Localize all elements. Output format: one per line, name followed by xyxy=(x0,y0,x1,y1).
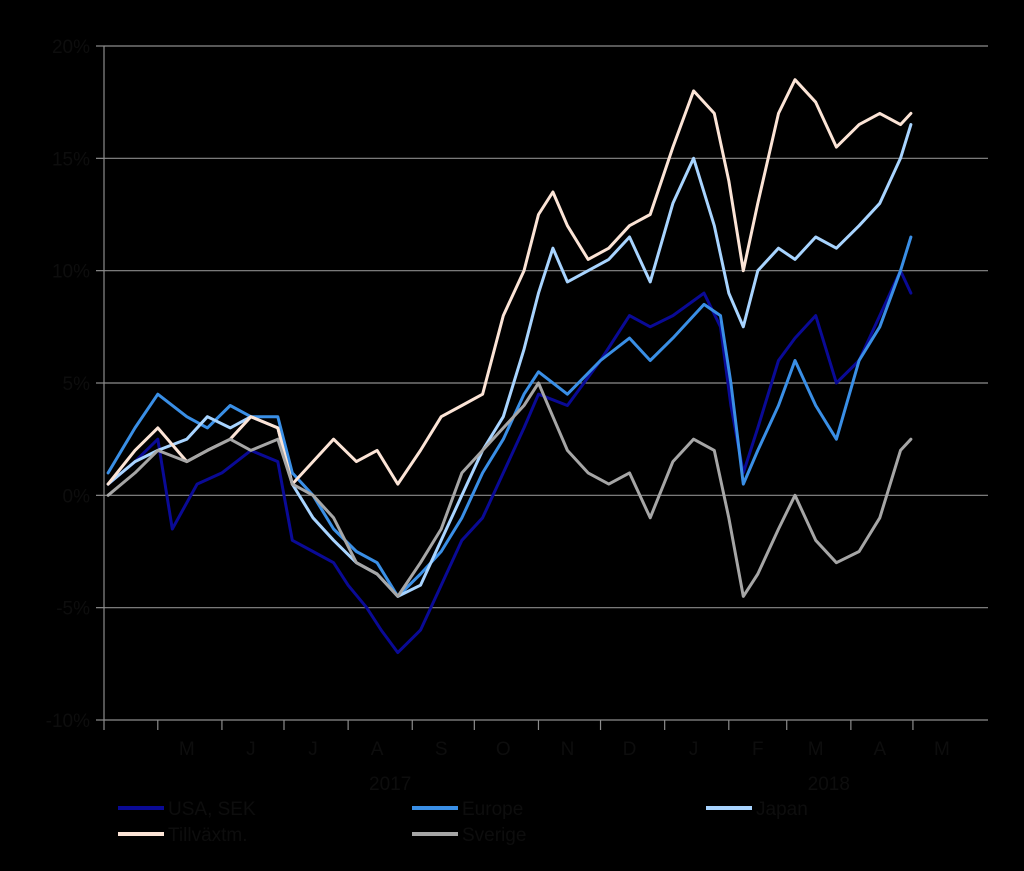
x-tick-label: A xyxy=(371,739,384,760)
y-tick-label: 5% xyxy=(63,374,91,395)
x-tick-label: F xyxy=(752,739,764,760)
y-tick-label: 0% xyxy=(63,486,91,507)
series-line-3 xyxy=(106,78,913,486)
x-tick-label: M xyxy=(179,739,195,760)
x-tick-label: D xyxy=(623,739,637,760)
series-line-4 xyxy=(106,381,913,598)
axis-layer: 20% 15% 10% 5% 0% -5% -10% M J J A S O N D J F M A M 2017 201… xyxy=(46,37,988,795)
y-tick-label: 20% xyxy=(52,37,90,58)
legend-label: Tillväxtm. xyxy=(168,825,248,846)
x-tick-label: J xyxy=(308,739,318,760)
series-line-1 xyxy=(106,235,913,598)
x-tick-label: J xyxy=(246,739,256,760)
legend-label: USA, SEK xyxy=(168,799,256,820)
legend-label: Europe xyxy=(462,799,523,820)
series-layer xyxy=(106,78,913,655)
y-tick-label: 10% xyxy=(52,262,90,283)
legend: USA, SEK Europe Japan Tillväxtm. Sverige xyxy=(118,799,808,846)
x-tick-label: M xyxy=(808,739,824,760)
legend-label: Sverige xyxy=(462,825,526,846)
x-year-label: 2017 xyxy=(369,774,411,795)
y-tick-label: -5% xyxy=(56,599,90,620)
x-tick-label: M xyxy=(934,739,950,760)
x-tick-label: J xyxy=(689,739,699,760)
x-tick-label: N xyxy=(561,739,575,760)
x-tick-label: O xyxy=(496,739,511,760)
x-tick-label: S xyxy=(435,739,448,760)
legend-label: Japan xyxy=(756,799,808,820)
x-year-label: 2018 xyxy=(808,774,850,795)
series-line-2 xyxy=(106,123,913,598)
series-line-0 xyxy=(106,269,913,655)
y-tick-label: -10% xyxy=(46,711,90,732)
y-tick-label: 15% xyxy=(52,149,90,170)
x-tick-label: A xyxy=(873,739,886,760)
